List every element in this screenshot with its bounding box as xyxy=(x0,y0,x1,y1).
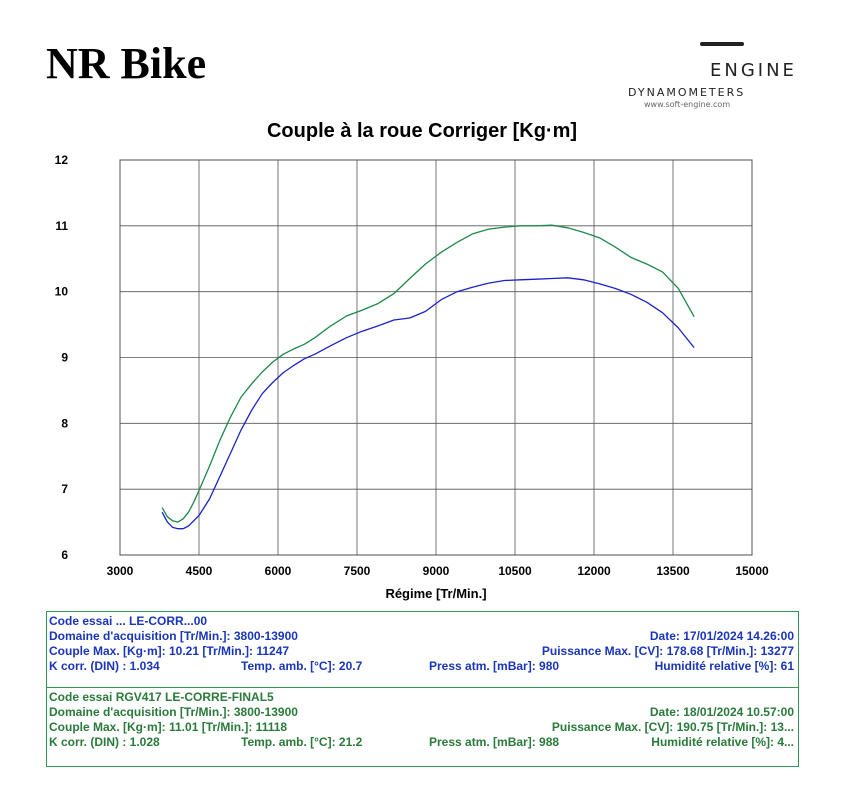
info2-date: Date: 18/01/2024 10.57:00 xyxy=(649,705,794,719)
info1-code: Code essai ... LE-CORR...00 xyxy=(49,614,208,628)
y-tick-label: 6 xyxy=(61,548,68,562)
logo-url: www.soft-engine.com xyxy=(644,100,731,109)
brand-logo: ENGINE DYNAMOMETERS www.soft-engine.com xyxy=(628,38,794,113)
y-tick-label: 7 xyxy=(61,482,68,496)
x-axis-label: Régime [Tr/Min.] xyxy=(385,586,486,601)
info2-press: Press atm. [mBar]: 988 xyxy=(429,735,560,749)
info1-humid: Humidité relative [%]: 61 xyxy=(654,659,794,673)
x-tick-label: 7500 xyxy=(344,564,371,578)
info1-puissance: Puissance Max. [CV]: 178.68 [Tr/Min.]: 1… xyxy=(541,644,794,658)
x-tick-label: 12000 xyxy=(577,564,611,578)
logo-subtitle: DYNAMOMETERS xyxy=(628,86,746,99)
info1-temp: Temp. amb. [°C]: 20.7 xyxy=(241,659,363,673)
x-tick-label: 4500 xyxy=(186,564,213,578)
series-line-2 xyxy=(161,224,695,523)
x-tick-label: 9000 xyxy=(423,564,450,578)
info2-couple: Couple Max. [Kg·m]: 11.01 [Tr/Min.]: 111… xyxy=(49,720,288,734)
chart-grid xyxy=(119,159,753,556)
x-tick-labels: 3000 4500 6000 7500 9000 10500 12000 13500 15000 xyxy=(107,564,769,578)
info2-code: Code essai RGV417 LE-CORRE-FINAL5 xyxy=(49,690,274,704)
x-tick-label: 15000 xyxy=(735,564,769,578)
info1-kcorr: K corr. (DIN) : 1.034 xyxy=(49,659,160,673)
info1-date: Date: 17/01/2024 14.26:00 xyxy=(649,629,794,643)
y-tick-label: 8 xyxy=(61,416,68,430)
info2-kcorr: K corr. (DIN) : 1.028 xyxy=(49,735,160,749)
chart-series xyxy=(161,224,695,530)
logo-word: ENGINE xyxy=(710,60,797,81)
y-tick-label: 12 xyxy=(55,153,69,167)
y-tick-label: 11 xyxy=(55,219,68,233)
info2-temp: Temp. amb. [°C]: 21.2 xyxy=(241,735,363,749)
info2-domaine: Domaine d'acquisition [Tr/Min.]: 3800-13… xyxy=(49,705,298,719)
y-tick-label: 9 xyxy=(61,351,68,365)
y-tick-label: 10 xyxy=(55,285,69,299)
test-info-box-1: Code essai ... LE-CORR...00 Domaine d'ac… xyxy=(46,611,799,688)
info1-domaine: Domaine d'acquisition [Tr/Min.]: 3800-13… xyxy=(49,629,298,643)
test-info-box-2: Code essai RGV417 LE-CORRE-FINAL5 Domain… xyxy=(46,687,799,767)
page-title: NR Bike xyxy=(46,39,207,88)
info2-humid: Humidité relative [%]: 4... xyxy=(651,735,794,749)
x-tick-label: 13500 xyxy=(656,564,690,578)
info1-press: Press atm. [mBar]: 980 xyxy=(429,659,560,673)
series-line-1 xyxy=(161,277,695,530)
x-tick-label: 3000 xyxy=(107,564,134,578)
x-tick-label: 6000 xyxy=(265,564,292,578)
x-tick-label: 10500 xyxy=(498,564,532,578)
chart-title: Couple à la roue Corriger [Kg·m] xyxy=(267,120,577,142)
y-tick-labels: 6 7 8 9 10 11 12 xyxy=(55,153,69,562)
torque-chart: Couple à la roue Corriger [Kg·m] 6 7 8 9 10 1… xyxy=(55,120,769,601)
info2-puissance: Puissance Max. [CV]: 190.75 [Tr/Min.]: 1… xyxy=(551,720,794,734)
logo-bar xyxy=(700,42,744,46)
info1-couple: Couple Max. [Kg·m]: 10.21 [Tr/Min.]: 112… xyxy=(49,644,290,658)
